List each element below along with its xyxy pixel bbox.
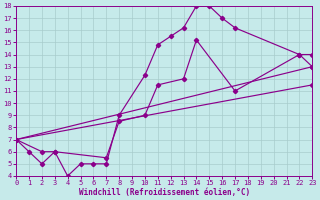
X-axis label: Windchill (Refroidissement éolien,°C): Windchill (Refroidissement éolien,°C): [79, 188, 250, 197]
